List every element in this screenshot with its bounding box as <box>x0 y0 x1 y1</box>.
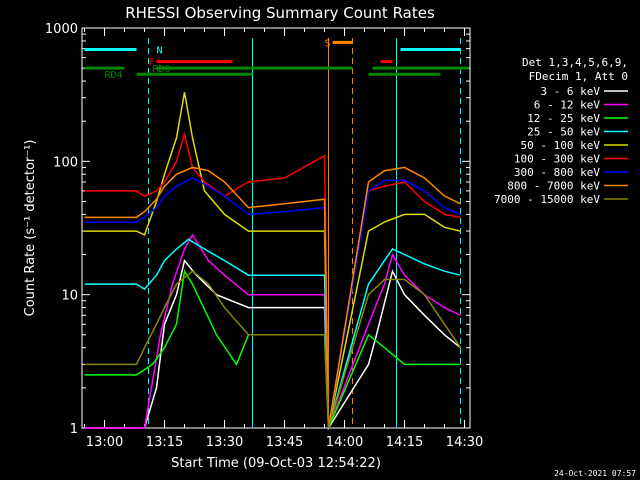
legend-entry-label: 25 - 50 keV <box>527 126 600 139</box>
flag-label-n: N <box>157 45 163 56</box>
series-line-1 <box>84 233 461 429</box>
series-line-5 <box>84 131 461 429</box>
series-line-3 <box>84 238 461 429</box>
series-line-4 <box>84 92 461 429</box>
y-axis-label: Count Rate (s⁻¹ detector⁻¹) <box>23 140 38 317</box>
x-tick-label: 14:00 <box>326 435 363 450</box>
legend-entry-label: 12 - 25 keV <box>527 112 600 125</box>
legend-header-1: Det 1,3,4,5,6,9, <box>522 56 628 69</box>
legend-entry-label: 6 - 12 keV <box>534 99 601 112</box>
y-tick-label: 1 <box>70 422 78 437</box>
flag-label-s: S <box>325 38 331 49</box>
y-tick-label: 1000 <box>45 22 78 37</box>
plot-frame <box>81 27 471 429</box>
footer-date: 24-Oct-2021 07:57 <box>554 469 636 478</box>
legend-header-2: FDecim 1, Att 0 <box>529 70 628 83</box>
series-line-6 <box>84 177 461 429</box>
legend-entry-label: 800 - 7000 keV <box>507 180 600 193</box>
y-tick-label: 10 <box>61 289 78 304</box>
x-tick-label: 14:15 <box>386 435 423 450</box>
flag-label-f: F <box>149 58 155 69</box>
series-line-8 <box>84 270 462 429</box>
y-tick-label: 100 <box>53 155 78 170</box>
chart-title: RHESSI Observing Summary Count Rates <box>125 4 435 22</box>
x-axis-label: Start Time (09-Oct-03 12:54:22) <box>171 456 381 471</box>
flag-label-rd4: RD4 <box>105 70 123 81</box>
legend-entry-label: 100 - 300 keV <box>514 153 600 166</box>
series-line-0 <box>84 258 461 431</box>
x-tick-label: 13:30 <box>206 435 243 450</box>
x-tick-label: 13:00 <box>86 435 123 450</box>
legend-entry-label: 300 - 800 keV <box>514 166 600 179</box>
x-tick-label: 14:30 <box>446 435 483 450</box>
legend-entry-label: 7000 - 15000 keV <box>494 193 600 206</box>
series-line-7 <box>84 166 461 429</box>
flag-label-rd0: RD0 <box>153 64 171 75</box>
legend-entry-label: 3 - 6 keV <box>540 85 600 98</box>
x-tick-label: 13:15 <box>146 435 183 450</box>
legend-entry-label: 50 - 100 keV <box>521 139 601 152</box>
x-tick-label: 13:45 <box>266 435 303 450</box>
